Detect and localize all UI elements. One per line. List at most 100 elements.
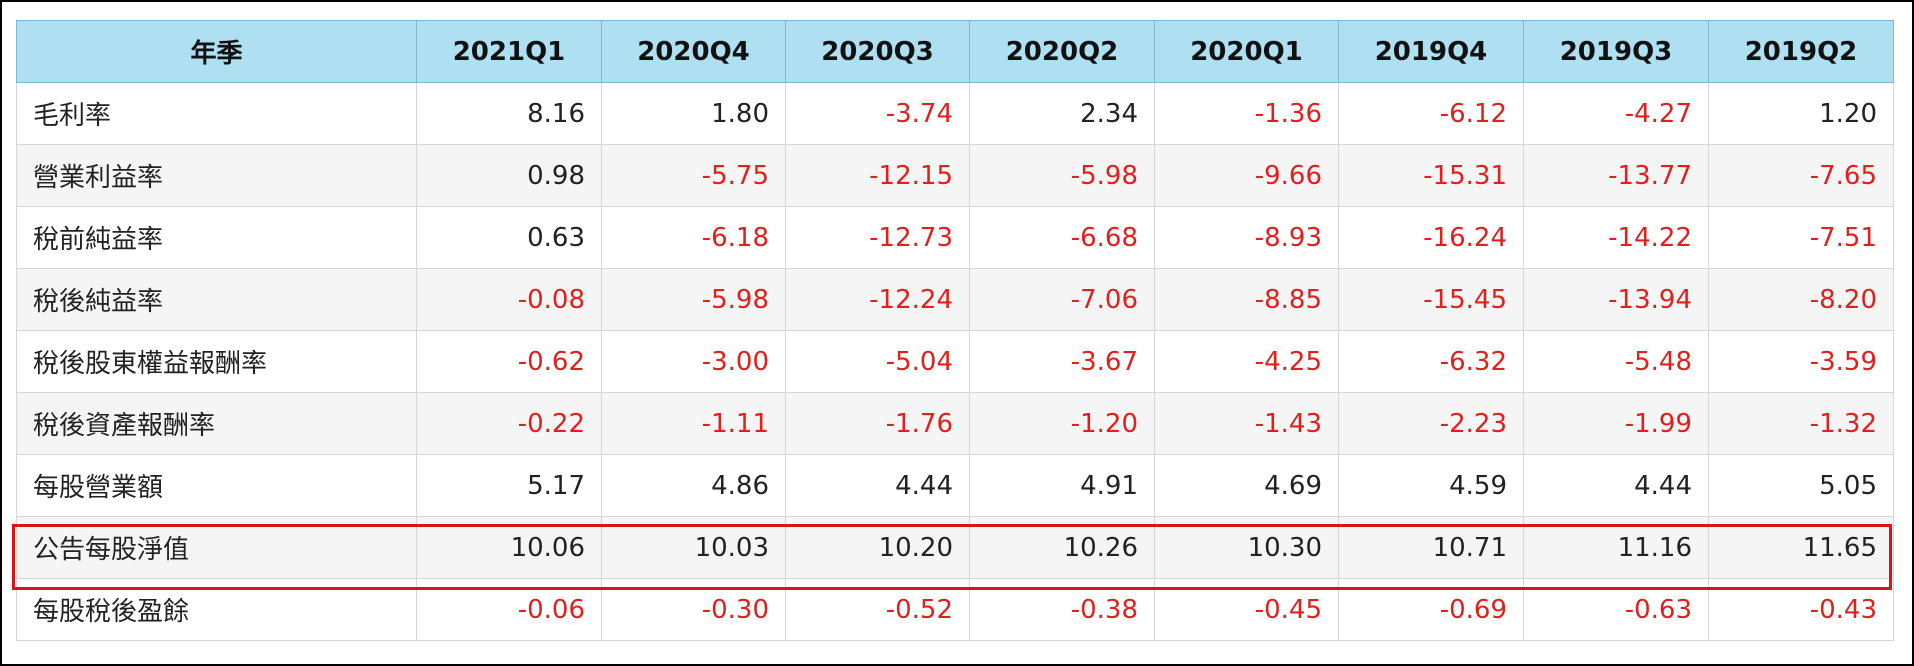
value-cell: 10.71 xyxy=(1338,516,1524,579)
row-label: 稅後純益率 xyxy=(16,268,417,331)
row-label: 公告每股淨值 xyxy=(16,516,417,579)
value-cell: 1.20 xyxy=(1708,82,1894,145)
value-cell: -0.43 xyxy=(1708,578,1894,641)
value-cell: 4.91 xyxy=(969,454,1155,517)
value-cell: -7.65 xyxy=(1708,144,1894,207)
value-cell: -5.48 xyxy=(1523,330,1709,393)
value-cell: -13.77 xyxy=(1523,144,1709,207)
row-label: 每股稅後盈餘 xyxy=(16,578,417,641)
value-cell: -8.85 xyxy=(1154,268,1339,331)
header-cell-quarter: 2019Q4 xyxy=(1338,20,1524,83)
value-cell: -0.52 xyxy=(785,578,970,641)
value-cell: -3.00 xyxy=(601,330,786,393)
value-cell: 1.80 xyxy=(601,82,786,145)
table-row: 營業利益率 0.98 -5.75 -12.15 -5.98 -9.66 -15.31 -13.… xyxy=(16,144,1894,207)
value-cell: -0.30 xyxy=(601,578,786,641)
value-cell: -0.38 xyxy=(969,578,1155,641)
value-cell: -1.99 xyxy=(1523,392,1709,455)
table-row: 稅前純益率 0.63 -6.18 -12.73 -6.68 -8.93 -16.24 -14.… xyxy=(16,206,1894,269)
value-cell: -12.73 xyxy=(785,206,970,269)
table-row: 稅後純益率 -0.08 -5.98 -12.24 -7.06 -8.85 -15.45 -13… xyxy=(16,268,1894,331)
table-body: 毛利率 8.16 1.80 -3.74 2.34 -1.36 -6.12 -4.27 1.20 營… xyxy=(16,82,1894,641)
value-cell: 4.59 xyxy=(1338,454,1524,517)
table-row: 每股稅後盈餘 -0.06 -0.30 -0.52 -0.38 -0.45 -0.69 -0.6… xyxy=(16,578,1894,641)
value-cell: 0.63 xyxy=(416,206,602,269)
value-cell: -3.59 xyxy=(1708,330,1894,393)
row-label: 稅後資產報酬率 xyxy=(16,392,417,455)
value-cell: -12.24 xyxy=(785,268,970,331)
value-cell: -0.62 xyxy=(416,330,602,393)
value-cell: -1.76 xyxy=(785,392,970,455)
value-cell: -7.51 xyxy=(1708,206,1894,269)
value-cell: -2.23 xyxy=(1338,392,1524,455)
header-cell-quarter: 2020Q3 xyxy=(785,20,970,83)
value-cell: -5.04 xyxy=(785,330,970,393)
value-cell: -1.43 xyxy=(1154,392,1339,455)
value-cell: 10.26 xyxy=(969,516,1155,579)
value-cell: -5.98 xyxy=(969,144,1155,207)
header-cell-quarter: 2020Q4 xyxy=(601,20,786,83)
value-cell: 4.69 xyxy=(1154,454,1339,517)
value-cell: 4.86 xyxy=(601,454,786,517)
header-cell-quarter: 2021Q1 xyxy=(416,20,602,83)
value-cell: 10.06 xyxy=(416,516,602,579)
value-cell: -4.25 xyxy=(1154,330,1339,393)
value-cell: -16.24 xyxy=(1338,206,1524,269)
value-cell: 8.16 xyxy=(416,82,602,145)
row-label: 毛利率 xyxy=(16,82,417,145)
value-cell: -6.68 xyxy=(969,206,1155,269)
row-label: 稅前純益率 xyxy=(16,206,417,269)
value-cell: -1.20 xyxy=(969,392,1155,455)
header-cell-quarter: 2020Q1 xyxy=(1154,20,1339,83)
value-cell: -1.36 xyxy=(1154,82,1339,145)
value-cell: -5.98 xyxy=(601,268,786,331)
value-cell: -3.74 xyxy=(785,82,970,145)
value-cell: -7.06 xyxy=(969,268,1155,331)
value-cell: 5.05 xyxy=(1708,454,1894,517)
value-cell: 10.20 xyxy=(785,516,970,579)
value-cell: -12.15 xyxy=(785,144,970,207)
row-label: 稅後股東權益報酬率 xyxy=(16,330,417,393)
value-cell: 0.98 xyxy=(416,144,602,207)
value-cell: -0.06 xyxy=(416,578,602,641)
value-cell: -3.67 xyxy=(969,330,1155,393)
value-cell: -15.45 xyxy=(1338,268,1524,331)
value-cell: -1.32 xyxy=(1708,392,1894,455)
table-row: 毛利率 8.16 1.80 -3.74 2.34 -1.36 -6.12 -4.27 1.20 xyxy=(16,82,1894,145)
value-cell: -0.08 xyxy=(416,268,602,331)
value-cell: -0.63 xyxy=(1523,578,1709,641)
value-cell: -6.12 xyxy=(1338,82,1524,145)
header-cell-period: 年季 xyxy=(16,20,417,83)
value-cell: -8.20 xyxy=(1708,268,1894,331)
value-cell: -1.11 xyxy=(601,392,786,455)
value-cell: -14.22 xyxy=(1523,206,1709,269)
value-cell: 4.44 xyxy=(785,454,970,517)
value-cell: 2.34 xyxy=(969,82,1155,145)
value-cell: 4.44 xyxy=(1523,454,1709,517)
value-cell: 10.30 xyxy=(1154,516,1339,579)
value-cell: 10.03 xyxy=(601,516,786,579)
header-cell-quarter: 2019Q2 xyxy=(1708,20,1894,83)
table-row: 每股營業額 5.17 4.86 4.44 4.91 4.69 4.59 4.44 5.05 xyxy=(16,454,1894,517)
row-label: 每股營業額 xyxy=(16,454,417,517)
table-row: 公告每股淨值 10.06 10.03 10.20 10.26 10.30 10.71 11.1… xyxy=(16,516,1894,579)
value-cell: -8.93 xyxy=(1154,206,1339,269)
header-cell-quarter: 2020Q2 xyxy=(969,20,1155,83)
value-cell: -0.69 xyxy=(1338,578,1524,641)
table-row: 稅後股東權益報酬率 -0.62 -3.00 -5.04 -3.67 -4.25 -6.32-… xyxy=(16,330,1894,393)
financial-ratio-table: 年季 2021Q1 2020Q4 2020Q3 2020Q2 2020Q1 20… xyxy=(16,20,1894,641)
value-cell: -4.27 xyxy=(1523,82,1709,145)
value-cell: -13.94 xyxy=(1523,268,1709,331)
value-cell: 11.16 xyxy=(1523,516,1709,579)
table-header-row: 年季 2021Q1 2020Q4 2020Q3 2020Q2 2020Q1 20… xyxy=(16,20,1894,83)
value-cell: -0.22 xyxy=(416,392,602,455)
value-cell: 11.65 xyxy=(1708,516,1894,579)
value-cell: -0.45 xyxy=(1154,578,1339,641)
value-cell: -6.32 xyxy=(1338,330,1524,393)
row-label: 營業利益率 xyxy=(16,144,417,207)
table-row: 稅後資產報酬率 -0.22 -1.11 -1.76 -1.20 -1.43 -2.23 -1.… xyxy=(16,392,1894,455)
value-cell: -6.18 xyxy=(601,206,786,269)
value-cell: -5.75 xyxy=(601,144,786,207)
header-cell-quarter: 2019Q3 xyxy=(1523,20,1709,83)
value-cell: -9.66 xyxy=(1154,144,1339,207)
